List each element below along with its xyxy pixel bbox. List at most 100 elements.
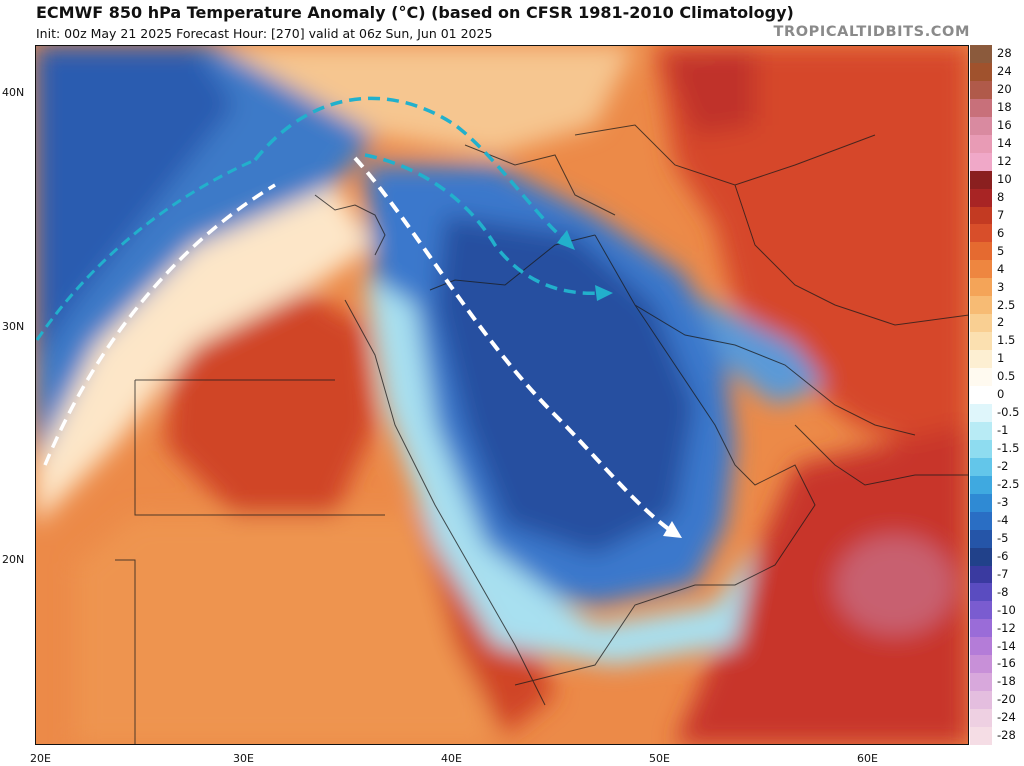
legend-label: -2: [997, 459, 1009, 474]
legend-swatch: [970, 278, 992, 297]
map-title: ECMWF 850 hPa Temperature Anomaly (°C) (…: [36, 3, 794, 22]
legend-label: 18: [997, 100, 1012, 115]
arabia-cold-core: [435, 215, 695, 555]
legend-label: -2.5: [997, 476, 1020, 491]
legend-swatch: [970, 224, 992, 243]
legend-label: 4: [997, 261, 1005, 276]
cyan-arrow-arc-east: [364, 153, 613, 301]
legend-swatch: [970, 583, 992, 602]
legend-swatch: [970, 475, 992, 495]
source-credit: TROPICALTIDBITS.COM: [773, 24, 970, 40]
cyan-arrow-arc-north: [253, 96, 575, 250]
legend-swatch: [970, 565, 992, 584]
legend-swatch: [970, 206, 992, 225]
legend-swatch: [970, 116, 992, 136]
legend-label: 20: [997, 82, 1012, 97]
lon-label-60e: 60E: [857, 752, 878, 765]
legend-swatch: [970, 242, 992, 261]
legend-swatch: [970, 727, 992, 746]
legend-swatch: [970, 80, 992, 100]
legend-label: 1: [997, 351, 1005, 366]
legend-label: -4: [997, 512, 1009, 527]
legend-swatch: [970, 655, 992, 674]
arabian-sea-warm: [675, 425, 969, 745]
legend-swatch: [970, 98, 992, 118]
legend-label: 24: [997, 64, 1012, 79]
legend-swatch: [970, 170, 992, 190]
legend-swatch: [970, 188, 992, 208]
lat-label-40n: 40N: [2, 86, 25, 99]
iran-warm-region: [655, 45, 969, 465]
legend-label: 6: [997, 225, 1005, 240]
legend-label: -10: [997, 602, 1016, 617]
legend-swatch: [970, 547, 992, 566]
legend-label: -16: [997, 656, 1016, 671]
legend-swatch: [970, 386, 992, 405]
legend-label: -8: [997, 584, 1009, 599]
legend-swatch: [970, 332, 992, 351]
legend-label: -3: [997, 494, 1009, 509]
legend-swatch: [970, 691, 992, 710]
legend-label: 5: [997, 243, 1005, 258]
legend-label: 8: [997, 189, 1005, 204]
legend-swatch: [970, 709, 992, 728]
legend-label: -12: [997, 620, 1016, 635]
egypt-warm-region: [165, 285, 375, 515]
legend-label: -1.5: [997, 441, 1020, 456]
sudan-warm-region: [75, 515, 495, 745]
legend-label: 10: [997, 171, 1012, 186]
legend-swatch: [970, 457, 992, 477]
legend-swatch: [970, 260, 992, 279]
legend-label: 28: [997, 46, 1012, 61]
lon-label-20e: 20E: [30, 752, 51, 765]
anatolia-light-region: [215, 45, 635, 155]
legend-swatch: [970, 403, 992, 423]
legend-label: -18: [997, 674, 1016, 689]
white-arrow-arabia: [353, 156, 682, 538]
legend-label: 1.5: [997, 333, 1016, 348]
legend-label: 14: [997, 135, 1012, 150]
legend-label: -7: [997, 566, 1009, 581]
legend-label: 16: [997, 118, 1012, 133]
legend-swatch: [970, 368, 992, 387]
legend-swatch: [970, 134, 992, 154]
legend-label: -28: [997, 728, 1016, 743]
legend-swatch: [970, 637, 992, 656]
arabian-sea-hot-core: [835, 535, 955, 635]
legend-label: -1: [997, 423, 1009, 438]
legend-label: 7: [997, 207, 1005, 222]
aegean-cold-core: [35, 45, 235, 365]
legend-swatch: [970, 529, 992, 549]
lon-label-50e: 50E: [649, 752, 670, 765]
legend-label: -24: [997, 710, 1016, 725]
legend-label: 0.5: [997, 369, 1016, 384]
cyan-arrow-west: [35, 158, 256, 341]
legend-label: -5: [997, 530, 1009, 545]
lon-label-30e: 30E: [233, 752, 254, 765]
legend-label: 2: [997, 315, 1005, 330]
legend-label: -6: [997, 548, 1009, 563]
legend-label: 2.5: [997, 297, 1016, 312]
legend-label: 0: [997, 387, 1005, 402]
legend-label: -14: [997, 638, 1016, 653]
lat-label-30n: 30N: [2, 320, 25, 333]
caspian-hot-spot: [665, 50, 755, 135]
legend-swatch: [970, 62, 992, 82]
legend-swatch: [970, 619, 992, 638]
legend-swatch: [970, 673, 992, 692]
borders: [115, 124, 969, 745]
legend-swatch: [970, 439, 992, 459]
legend-label: -0.5: [997, 405, 1020, 420]
lon-label-40e: 40E: [441, 752, 462, 765]
legend-swatch: [970, 493, 992, 513]
legend-swatch: [970, 296, 992, 315]
map-subtitle: Init: 00z May 21 2025 Forecast Hour: [27…: [36, 26, 493, 41]
legend-label: -20: [997, 692, 1016, 707]
legend-swatch: [970, 152, 992, 172]
lat-label-20n: 20N: [2, 553, 25, 566]
legend-swatch: [970, 314, 992, 333]
legend-label: 3: [997, 279, 1005, 294]
legend-swatch: [970, 421, 992, 441]
gulf-cold-patch: [695, 295, 825, 405]
legend-swatch: [970, 511, 992, 531]
